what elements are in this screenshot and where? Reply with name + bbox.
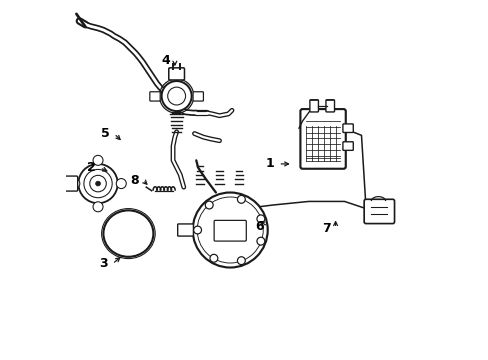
Circle shape	[116, 179, 126, 189]
Circle shape	[84, 170, 112, 198]
Circle shape	[256, 237, 264, 245]
FancyBboxPatch shape	[364, 199, 394, 224]
Circle shape	[93, 156, 103, 165]
Circle shape	[237, 257, 245, 265]
FancyBboxPatch shape	[168, 68, 184, 80]
FancyBboxPatch shape	[300, 109, 345, 169]
FancyBboxPatch shape	[149, 92, 160, 101]
Circle shape	[162, 81, 191, 111]
Circle shape	[93, 202, 103, 212]
Circle shape	[209, 255, 217, 262]
Text: 2: 2	[86, 161, 95, 174]
Circle shape	[205, 201, 213, 209]
Circle shape	[167, 87, 185, 105]
Circle shape	[192, 193, 267, 267]
Ellipse shape	[103, 210, 153, 257]
Text: 5: 5	[101, 127, 110, 140]
Text: 7: 7	[322, 222, 331, 235]
Text: 3: 3	[99, 257, 108, 270]
Text: 1: 1	[265, 157, 274, 170]
Ellipse shape	[102, 208, 155, 258]
Text: 6: 6	[254, 220, 263, 233]
Circle shape	[237, 195, 245, 203]
Circle shape	[78, 164, 118, 203]
FancyBboxPatch shape	[325, 100, 334, 112]
Circle shape	[70, 179, 80, 189]
Circle shape	[96, 181, 100, 186]
Text: 4: 4	[162, 54, 170, 67]
FancyBboxPatch shape	[342, 124, 352, 132]
FancyBboxPatch shape	[63, 176, 78, 191]
Circle shape	[256, 215, 264, 223]
FancyBboxPatch shape	[309, 100, 318, 112]
Circle shape	[90, 175, 106, 192]
FancyBboxPatch shape	[193, 92, 203, 101]
FancyBboxPatch shape	[342, 142, 352, 150]
FancyBboxPatch shape	[177, 224, 193, 236]
FancyBboxPatch shape	[214, 220, 246, 241]
Text: 8: 8	[129, 174, 138, 186]
Circle shape	[193, 226, 201, 234]
